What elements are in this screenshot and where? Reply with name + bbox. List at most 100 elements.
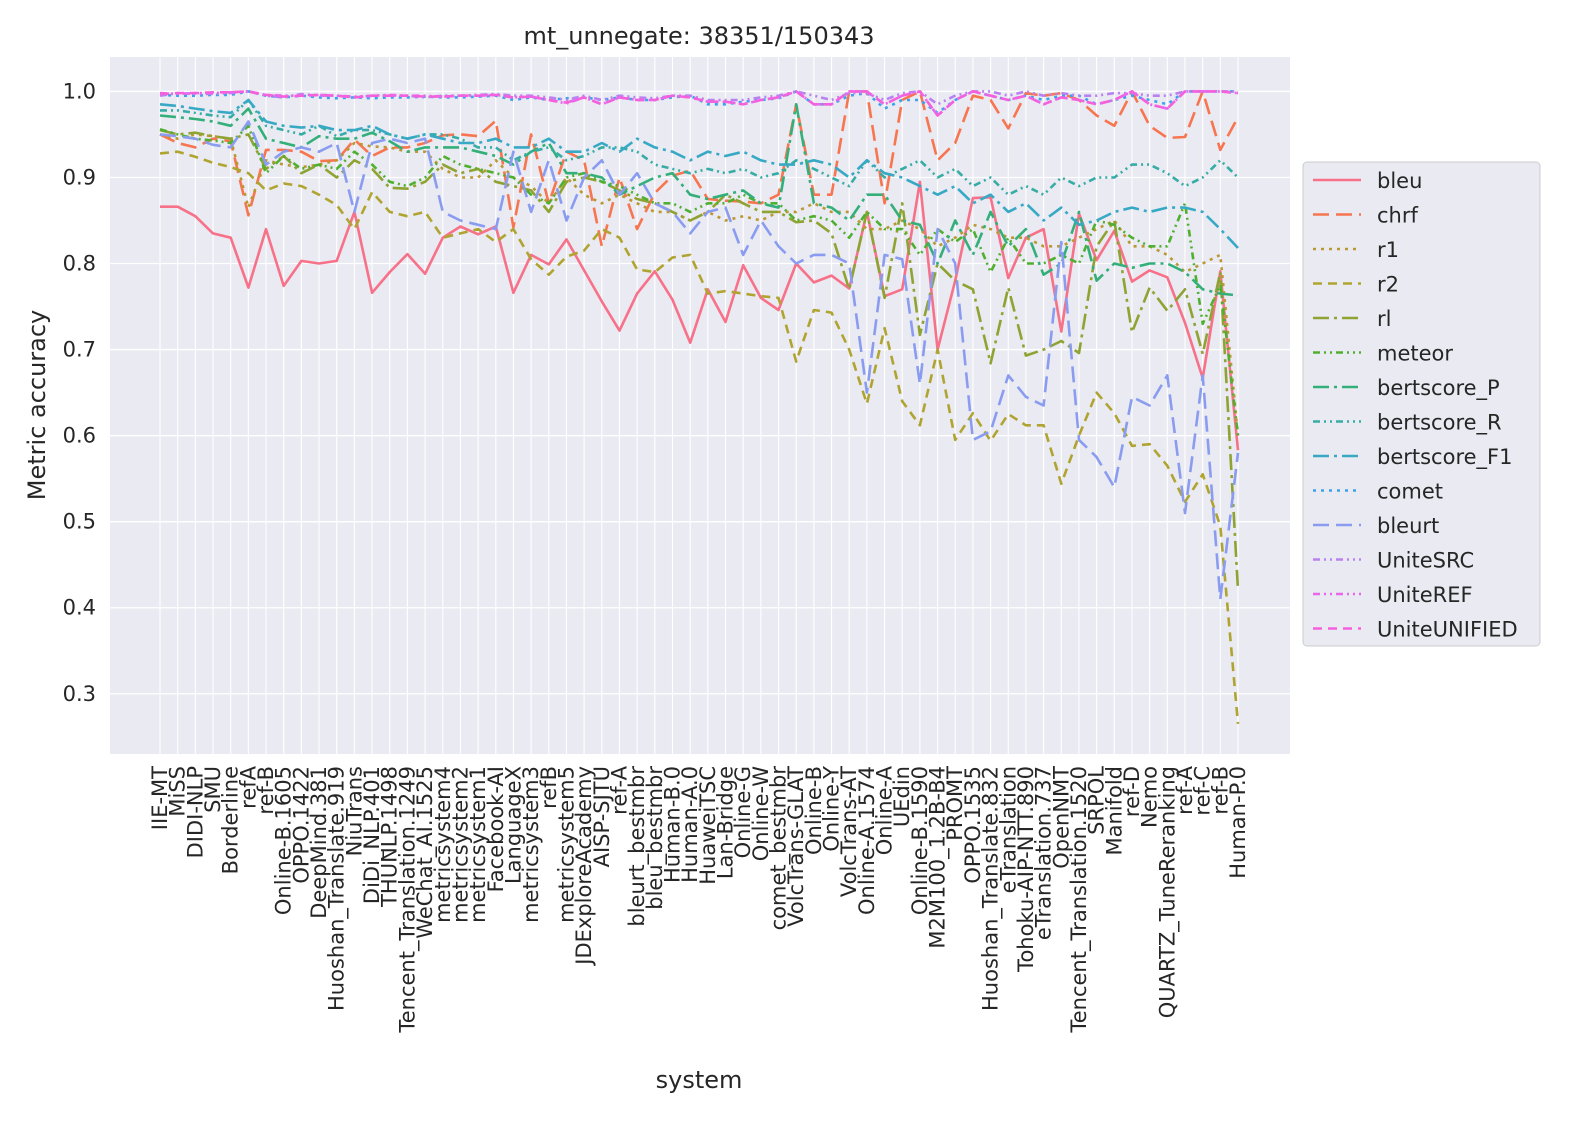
y-tick-label: 0.3 <box>63 682 96 706</box>
x-tick-label: SRPOL <box>1085 766 1109 835</box>
x-tick-label: metricsystem4 <box>431 766 455 923</box>
x-tick-label: OPPO.1535 <box>961 766 985 884</box>
x-tick-label: Online-A <box>873 765 897 855</box>
x-tick-label: DiDi_NLP.401 <box>360 766 385 904</box>
legend-label: chrf <box>1377 204 1418 228</box>
x-tick-label: IIE-MT <box>148 766 172 830</box>
legend-label: UniteUNIFIED <box>1377 618 1518 642</box>
x-tick-label: comet_bestmbr <box>767 766 792 931</box>
legend-label: bleu <box>1377 169 1422 193</box>
x-tick-label: QUARTZ_TuneReranking <box>1155 766 1180 1018</box>
series-lines <box>159 90 1240 725</box>
legend-label: bertscore_R <box>1377 411 1502 436</box>
x-tick-label: eTranslation.737 <box>1032 766 1056 940</box>
series-line-bertscore-f1 <box>159 98 1239 249</box>
y-axis-label: Metric accuracy <box>23 310 51 501</box>
x-tick-label: Lan-Bridge <box>714 766 738 879</box>
plot-area <box>110 57 1290 754</box>
x-tick-label: Online-A.1574 <box>855 766 879 915</box>
x-tick-label: MiSS <box>166 766 190 817</box>
legend-label: UniteREF <box>1377 583 1473 607</box>
x-tick-label: Online-Y <box>820 766 844 852</box>
series-line-meteor <box>159 124 1240 436</box>
x-tick-label: ref-C <box>1191 766 1215 816</box>
x-tick-label: THUNLP.1498 <box>378 766 402 908</box>
x-tick-label: DeepMind.381 <box>307 766 331 919</box>
x-tick-label: UEdin <box>890 766 914 827</box>
x-tick-label: refA <box>236 765 260 808</box>
legend-box <box>1302 161 1541 647</box>
x-tick-label: LanguageX <box>501 766 525 884</box>
x-tick-label: M2M100_1.2B-B4 <box>926 766 951 949</box>
x-tick-label: Huoshan_Translate.919 <box>325 766 350 1011</box>
x-tick-label: bleurt_bestmbr <box>625 766 650 927</box>
y-tick-label: 1.0 <box>63 79 96 103</box>
x-tick-label: HuaweiTSC <box>696 766 720 885</box>
x-tick-label: PROMT <box>943 766 967 841</box>
x-tick-label: Nemo <box>1138 766 1162 828</box>
series-line-r2 <box>159 150 1240 725</box>
x-tick-label: Tencent_Translation.1520 <box>1067 766 1092 1034</box>
x-tick-label: Manifold <box>1102 766 1126 856</box>
grid <box>110 57 1290 754</box>
x-tick-label: bleu_bestmbr <box>643 766 668 910</box>
y-tick-label: 0.7 <box>63 338 96 362</box>
x-tick-label: VolcTrans-AT <box>837 766 861 897</box>
x-tick-label: WeChat_AI.1525 <box>413 766 438 939</box>
x-tick-labels: IIE-MTMiSSDIDI-NLPSMUBorderlinerefAref-B… <box>148 765 1250 1033</box>
x-tick-label: metricsystem2 <box>448 766 472 923</box>
legend: bleu chrf r1 r2 rl meteor bertscore_P bertscore… <box>1302 161 1541 647</box>
x-tick-label: Human-A.0 <box>678 766 702 883</box>
x-tick-label: metricsystem5 <box>554 766 578 923</box>
x-tick-label: ref-B <box>254 766 278 815</box>
x-tick-label: Facebook-AI <box>484 766 508 892</box>
legend-label: rl <box>1377 307 1391 331</box>
x-tick-label: Online-B.1605 <box>272 766 296 915</box>
y-tick-label: 0.5 <box>63 510 96 534</box>
x-tick-label: JDExploreAcademy <box>572 766 596 967</box>
series-line-bleurt <box>159 120 1240 601</box>
x-tick-label: Human-B.0 <box>660 766 684 883</box>
x-tick-label: NiuTrans <box>342 766 366 856</box>
y-tick-label: 0.8 <box>63 252 96 276</box>
x-tick-label: AISP-SJTU <box>590 766 614 867</box>
series-line-rl <box>159 128 1240 591</box>
x-tick-label: VolcTrans-GLAT <box>784 766 808 927</box>
legend-label: meteor <box>1377 342 1453 366</box>
y-tick-label: 0.9 <box>63 165 96 189</box>
series-line-bleu <box>160 180 1240 451</box>
x-tick-label: DIDI-NLP <box>183 766 207 858</box>
legend-label: bertscore_P <box>1377 376 1500 401</box>
x-tick-label: ref-D <box>1120 766 1144 817</box>
x-tick-label: ref-A <box>607 765 631 814</box>
x-tick-label: metricsystem1 <box>466 766 490 923</box>
x-tick-label: refB <box>537 766 561 809</box>
y-tick-label: 0.6 <box>63 424 96 448</box>
series-line-uniteunified <box>159 90 1239 117</box>
x-tick-label: metricsystem3 <box>519 766 543 923</box>
series-line-r1 <box>159 133 1240 436</box>
x-tick-label: Online-B <box>802 766 826 855</box>
series-line-chrf <box>159 90 1240 248</box>
x-tick-label: Online-W <box>749 766 773 861</box>
x-tick-label: eTranslation <box>996 766 1020 893</box>
x-tick-label: Online-B.1590 <box>908 766 932 915</box>
x-tick-label: Tencent_Translation.1249 <box>395 766 420 1034</box>
x-tick-label: Tohoku-AIP-NTT.890 <box>1014 766 1038 973</box>
x-tick-label: Borderline <box>219 766 243 874</box>
x-tick-label: OpenNMT <box>1049 766 1073 869</box>
x-tick-label: OPPO.1422 <box>289 766 313 884</box>
legend-label: r2 <box>1377 273 1399 297</box>
chart-title: mt_unnegate: 38351/150343 <box>523 22 874 50</box>
legend-label: UniteSRC <box>1377 549 1474 573</box>
legend-label: comet <box>1377 480 1443 504</box>
legend-label: r1 <box>1377 238 1399 262</box>
legend-label: bleurt <box>1377 514 1439 538</box>
x-axis-label: system <box>656 1066 743 1094</box>
y-tick-labels: 0.3 0.4 0.5 0.6 0.7 0.8 0.9 1.0 <box>63 79 96 705</box>
y-tick-label: 0.4 <box>63 596 96 620</box>
x-tick-label: Online-G <box>731 766 755 858</box>
x-tick-label: ref-B <box>1208 766 1232 815</box>
legend-label: bertscore_F1 <box>1377 445 1513 470</box>
